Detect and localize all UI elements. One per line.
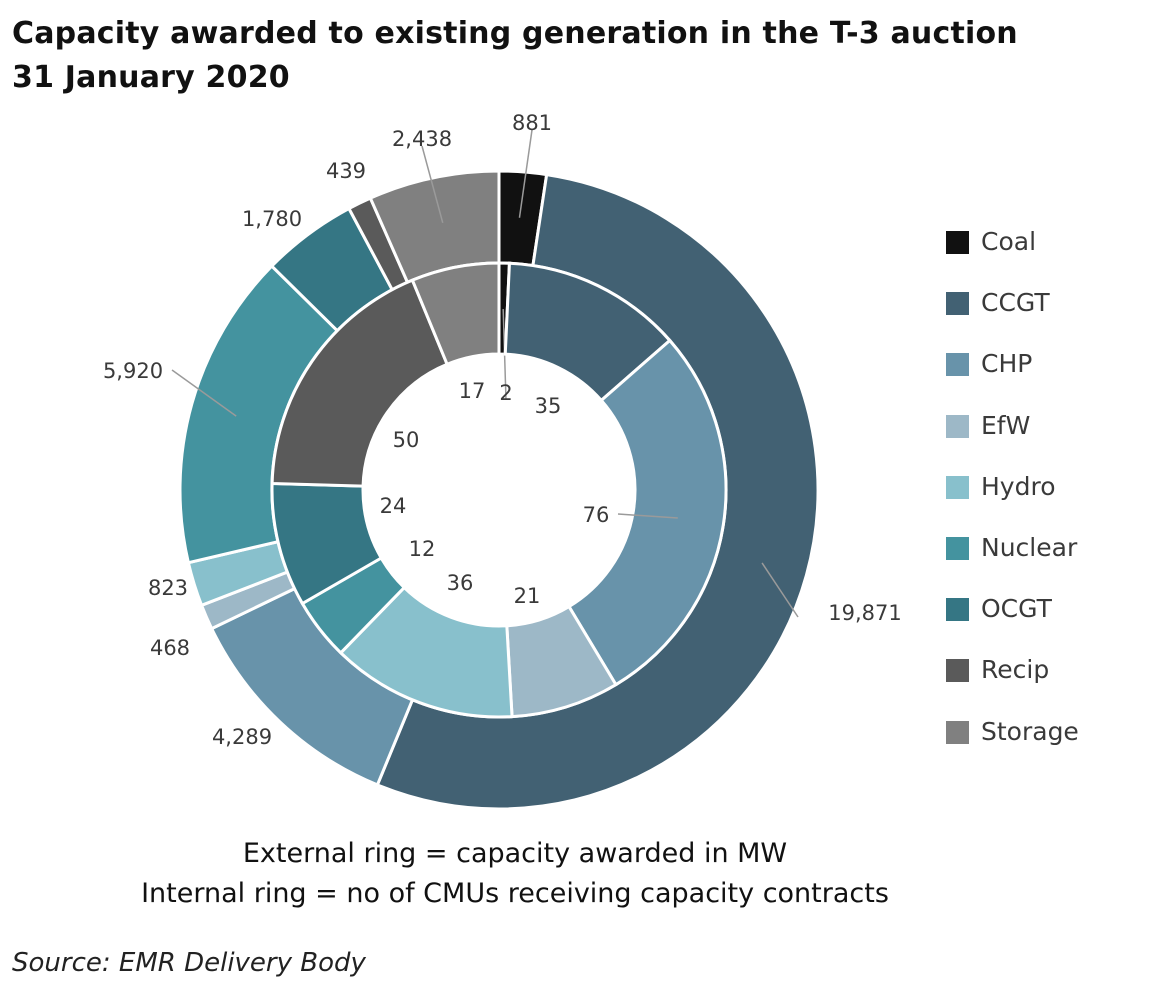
legend-swatch-hydro [946,475,969,499]
legend-label-storage: Storage [981,716,1079,746]
legend-label-nuclear: Nuclear [981,532,1078,562]
outer-ring-label-coal: 881 [512,111,552,135]
inner-ring-label-recip: 50 [393,428,420,452]
legend-label-chp: CHP [981,349,1033,379]
legend-label-recip: Recip [981,655,1050,685]
inner-ring-leader-chp [617,513,678,519]
legend-swatch-coal [946,231,969,254]
outer-ring-label-efw: 468 [150,636,190,660]
chart-title-line-2: 31 January 2020 [12,60,290,95]
legend-swatch-chp [946,353,969,377]
legend-swatch-storage [946,720,969,744]
legend-label-coal: Coal [981,227,1037,256]
inner-ring-segment-storage [410,261,501,367]
legend-label-ccgt: CCGT [981,288,1050,318]
outer-ring-label-chp: 4,289 [212,725,272,749]
legend-swatch-ocgt [946,598,969,622]
inner-ring-label-hydro: 36 [447,571,474,595]
inner-ring-label-nuclear: 12 [409,537,436,561]
inner-ring-label-storage: 17 [459,379,486,403]
inner-ring-label-coal: 2 [499,381,512,405]
outer-ring-label-hydro: 823 [148,576,188,600]
inner-ring-note: Internal ring = no of CMUs receiving cap… [141,878,889,909]
legend-swatch-efw [946,414,969,438]
legend-swatch-nuclear [946,536,969,560]
legend-swatch-recip [946,659,969,683]
outer-ring-label-nuclear: 5,920 [103,359,163,383]
chart-title: Capacity awarded to existing generation … [12,12,1018,100]
outer-ring-leader-coal [518,129,533,218]
inner-ring-label-efw: 21 [514,584,541,608]
legend-label-efw: EfW [981,410,1031,440]
outer-ring-leader-nuclear [171,369,237,417]
legend-label-ocgt: OCGT [981,594,1052,624]
inner-ring-segment-chp [566,338,728,687]
outer-ring-note: External ring = capacity awarded in MW [242,838,788,869]
outer-ring-leader-ccgt [761,562,799,618]
outer-ring-label-recip: 439 [326,159,366,183]
chart-title-line-1: Capacity awarded to existing generation … [12,16,1018,51]
outer-ring-label-ocgt: 1,780 [242,207,302,231]
source-note: Source: EMR Delivery Body [12,948,366,978]
legend-swatch-ccgt [946,292,969,316]
outer-ring-label-storage: 2,438 [392,127,452,151]
legend-label-hydro: Hydro [981,471,1056,501]
inner-ring-label-chp: 76 [583,503,610,527]
outer-ring-leader-storage [421,145,444,224]
inner-ring-label-ocgt: 24 [380,494,407,518]
inner-ring-label-ccgt: 35 [535,394,562,418]
outer-ring-label-ccgt: 19,871 [828,601,901,625]
